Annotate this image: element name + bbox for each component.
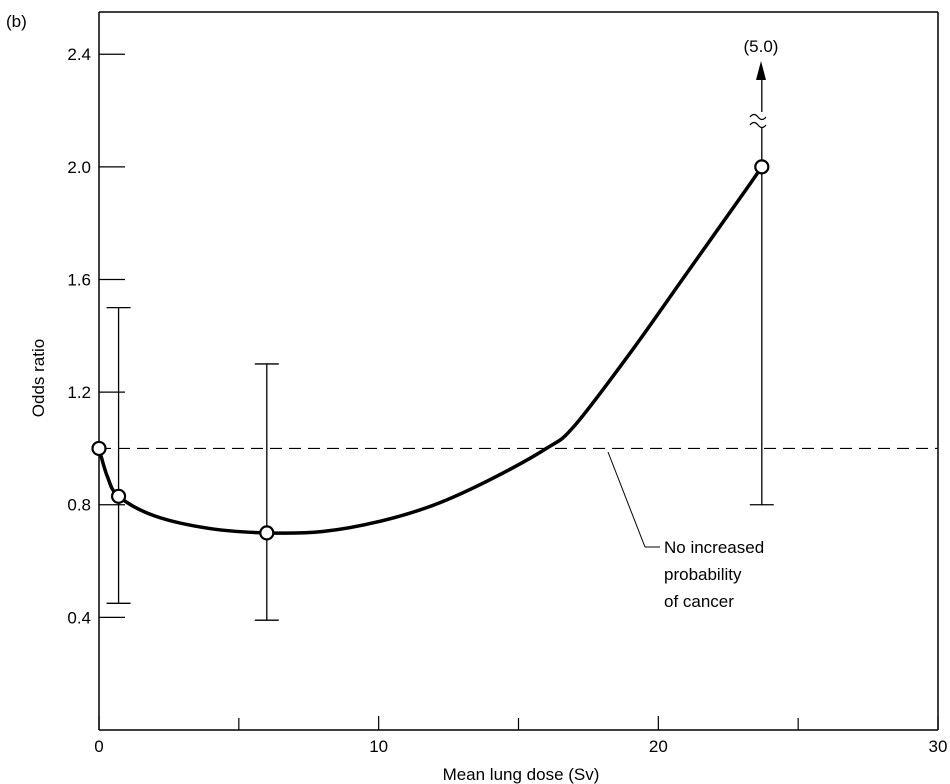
annotation-line-3: of cancer	[664, 592, 734, 611]
data-point	[754, 159, 770, 175]
plot-frame	[98, 11, 939, 731]
axis-break	[749, 113, 767, 129]
y-tick-label: 0.4	[67, 608, 91, 627]
annotation-leader	[607, 451, 646, 548]
y-tick-label: 1.6	[67, 270, 91, 289]
error-bars	[106, 79, 774, 621]
x-axis-title: Mean lung dose (Sv)	[443, 765, 600, 784]
annotation-line-1: No increased	[664, 538, 764, 557]
y-tick-label: 0.8	[67, 496, 91, 515]
x-tick-label: 30	[929, 737, 948, 756]
upper-bound-label: (5.0)	[744, 37, 779, 56]
annotation-line-2: probability	[664, 565, 742, 584]
y-axis-title: Odds ratio	[29, 339, 48, 417]
axis-break-mark-2	[749, 121, 767, 129]
x-ticks: 0 10 20 30	[94, 716, 947, 756]
x-tick-label: 10	[369, 737, 388, 756]
axis-break-mark-1	[749, 113, 767, 121]
fit-curve	[97, 165, 764, 535]
data-point	[91, 440, 107, 457]
up-arrow-icon	[756, 61, 766, 80]
data-point	[110, 488, 127, 504]
y-tick-label: 1.2	[67, 383, 91, 402]
y-tick-label: 2.0	[67, 158, 91, 177]
x-tick-label: 0	[94, 737, 103, 756]
x-tick-label: 20	[649, 737, 668, 756]
y-ticks: 0.4 0.8 1.2 1.6 2.0 2.4	[67, 45, 125, 627]
y-tick-label: 2.4	[67, 45, 91, 64]
panel-label: (b)	[6, 12, 27, 31]
data-points	[91, 159, 770, 541]
data-point	[259, 525, 275, 541]
